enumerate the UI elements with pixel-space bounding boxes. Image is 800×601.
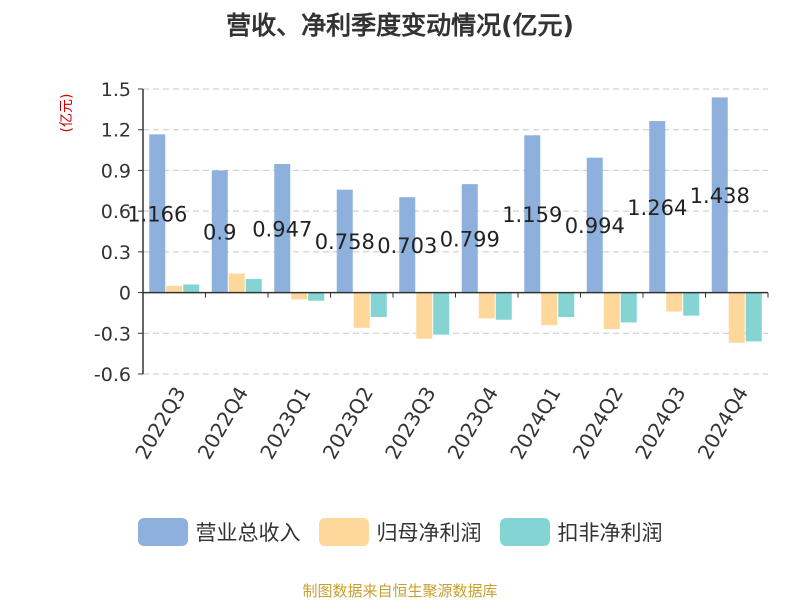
bar-net-profit (478, 292, 495, 319)
grid-lines (143, 88, 768, 375)
y-tick-label: 1.5 (101, 79, 131, 101)
bar-net-profit (291, 292, 308, 300)
data-label: 1.159 (502, 203, 562, 227)
bar-net-profit (228, 273, 245, 293)
bar-net-profit (728, 292, 745, 343)
bar-net-profit (353, 292, 370, 328)
y-tick-label: -0.6 (94, 364, 131, 386)
y-tick-label: 0.6 (101, 201, 131, 223)
bar-revenue (399, 197, 416, 293)
data-label: 0.947 (252, 217, 312, 241)
bar-deducted-profit (558, 292, 575, 317)
bar-net-profit (666, 292, 683, 312)
bars (149, 97, 762, 343)
bar-deducted-profit (183, 284, 200, 293)
bar-revenue (149, 134, 166, 293)
x-tick-label: 2023Q3 (380, 383, 440, 464)
axes (138, 88, 769, 375)
bar-net-profit (416, 292, 433, 339)
legend-label-revenue: 营业总收入 (195, 521, 301, 545)
x-tick-label: 2024Q2 (568, 383, 628, 464)
bar-revenue (586, 157, 603, 293)
legend-item-deducted-profit[interactable]: 扣非净利润 (499, 517, 663, 547)
data-label: 0.799 (440, 227, 500, 251)
bar-revenue (649, 121, 666, 293)
x-tick-label: 2023Q2 (318, 383, 378, 464)
bar-net-profit (603, 292, 620, 330)
bar-revenue (211, 170, 228, 293)
data-label: 0.703 (377, 234, 437, 258)
bar-deducted-profit (370, 292, 387, 317)
x-tick-labels: 2022Q3 2022Q4 2023Q1 2023Q2 2023Q3 2023Q4 2024… (130, 383, 753, 464)
data-label: 0.758 (315, 230, 375, 254)
bar-deducted-profit (308, 292, 325, 301)
legend-item-net-profit[interactable]: 归母净利润 (318, 517, 482, 547)
bar-net-profit (166, 285, 183, 293)
data-label: 0.9 (203, 221, 236, 245)
x-tick-label: 2024Q3 (630, 383, 690, 464)
bar-net-profit (541, 292, 558, 326)
legend-label-net-profit: 归母净利润 (376, 521, 482, 545)
y-tick-label: 0.9 (101, 160, 131, 182)
data-label: 1.438 (690, 184, 750, 208)
x-tick-label: 2024Q1 (505, 383, 565, 464)
chart-title: 营收、净利季度变动情况(亿元) (226, 11, 574, 40)
bar-deducted-profit (683, 292, 700, 316)
legend-swatch-deducted-profit (499, 518, 550, 546)
data-label: 1.166 (127, 202, 187, 226)
legend-swatch-net-profit (318, 518, 369, 546)
legend-label-deducted-profit: 扣非净利润 (557, 521, 663, 545)
x-tick-label: 2023Q4 (443, 383, 503, 464)
bar-revenue (461, 184, 478, 293)
bar-revenue (274, 164, 291, 293)
bar-deducted-profit (620, 292, 637, 323)
bar-revenue (524, 135, 541, 293)
legend: 营业总收入 归母净利润 扣非净利润 (0, 517, 800, 547)
y-tick-label: 1.2 (101, 120, 131, 142)
legend-swatch-revenue (137, 518, 188, 546)
legend-item-revenue[interactable]: 营业总收入 (137, 517, 301, 547)
x-tick-label: 2023Q1 (255, 383, 315, 464)
bar-deducted-profit (433, 292, 450, 335)
bar-deducted-profit (495, 292, 512, 320)
bar-deducted-profit (745, 292, 762, 342)
x-tick-label: 2022Q3 (130, 383, 190, 464)
data-label: 1.264 (627, 196, 687, 220)
source-note: 制图数据来自恒生聚源数据库 (302, 582, 498, 600)
x-tick-label: 2022Q4 (193, 383, 253, 464)
x-tick-label: 2024Q4 (693, 383, 753, 464)
y-tick-labels: 1.5 1.2 0.9 0.6 0.3 0 -0.3 -0.6 (94, 79, 131, 386)
bar-revenue (711, 97, 728, 293)
bar-revenue (336, 189, 353, 293)
y-tick-label: -0.3 (94, 323, 131, 345)
y-tick-label: 0.3 (101, 242, 131, 264)
y-tick-label: 0 (119, 283, 131, 305)
bar-deducted-profit (245, 279, 262, 293)
data-label: 0.994 (565, 214, 625, 238)
